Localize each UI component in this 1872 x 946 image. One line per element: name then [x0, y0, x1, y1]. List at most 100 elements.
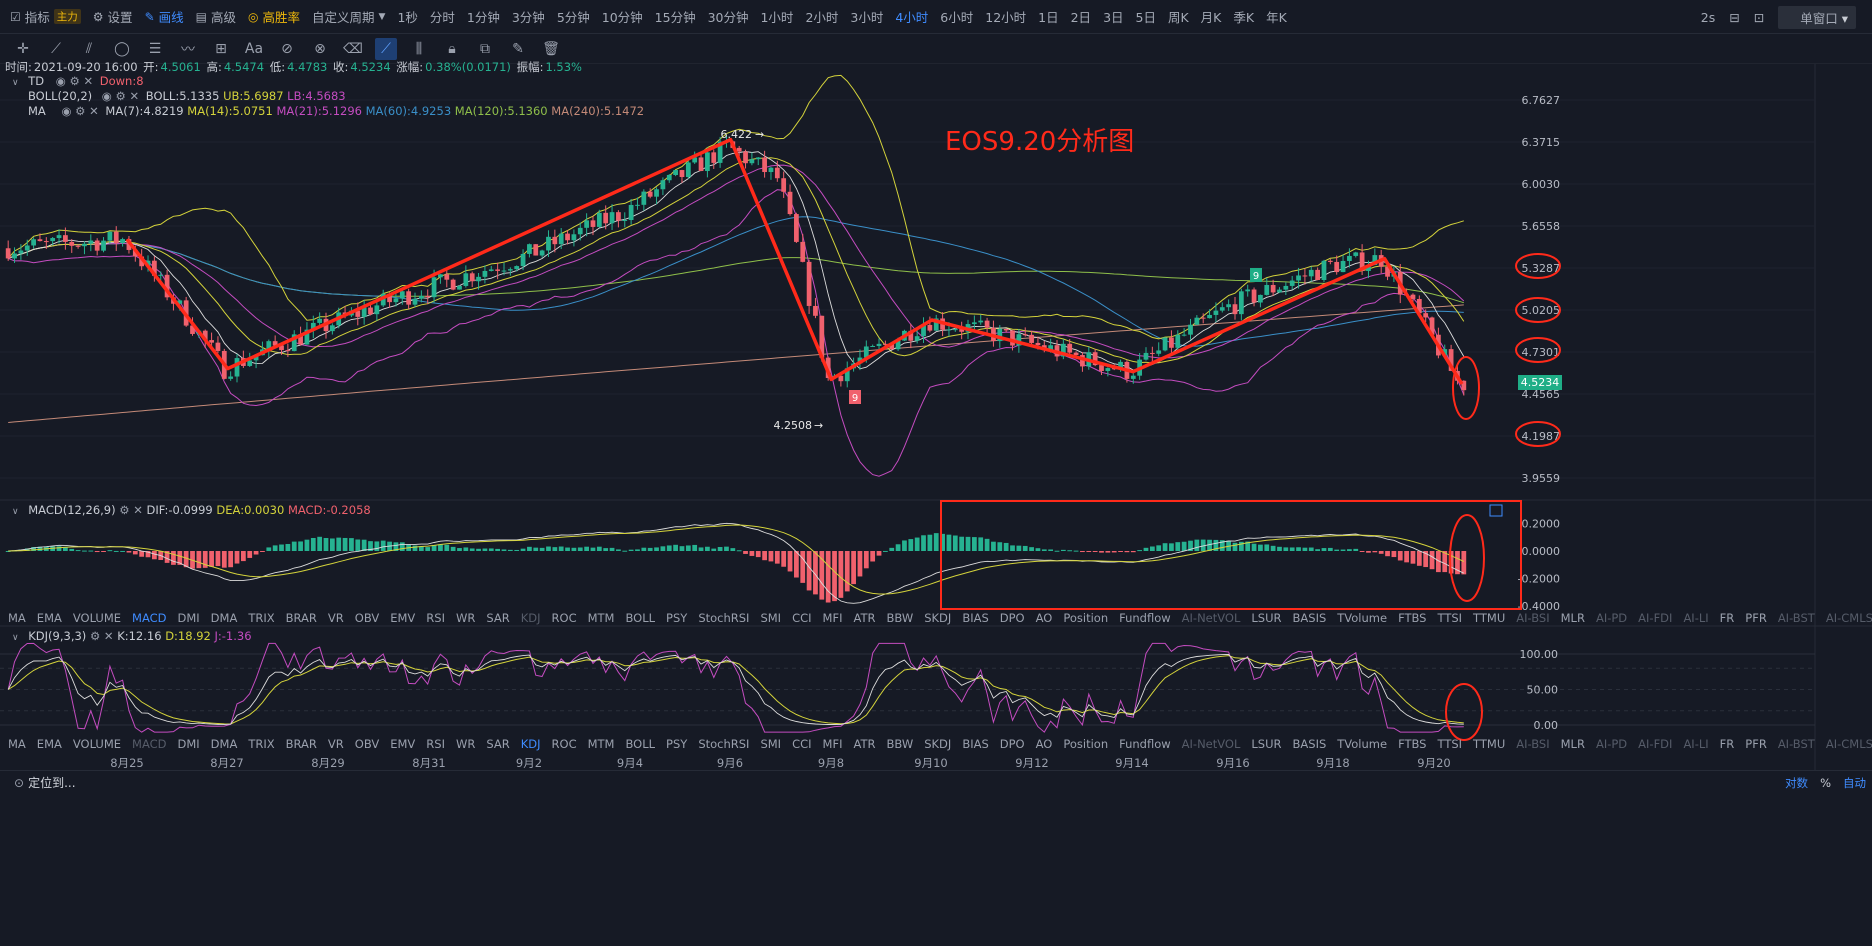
indicator-tab-skdj[interactable]: SKDJ [924, 611, 952, 625]
indicator-tab-skdj[interactable]: SKDJ [924, 737, 952, 751]
indicator-tab-sar[interactable]: SAR [486, 611, 510, 625]
draw-menu[interactable]: ✎ 画线 [144, 9, 184, 26]
expand-icon[interactable] [1489, 504, 1503, 517]
refresh-rate[interactable]: 2s [1700, 9, 1716, 25]
indicator-tab-fundflow[interactable]: Fundflow [1119, 737, 1171, 751]
indicator-tab-bbw[interactable]: BBW [886, 611, 914, 625]
period-0[interactable]: 1秒 [397, 10, 418, 25]
period-16[interactable]: 3日 [1103, 10, 1124, 25]
lock-drawing-icon[interactable]: ⊗ [314, 40, 326, 57]
period-18[interactable]: 周K [1167, 10, 1189, 25]
indicator-tab-ttmu[interactable]: TTMU [1473, 737, 1506, 751]
indicator-tab-dpo[interactable]: DPO [999, 737, 1025, 751]
indicator-tab-ai-pd[interactable]: AI-PD [1595, 737, 1628, 751]
indicator-tab-kdj[interactable]: KDJ [520, 737, 541, 751]
log-scale-toggle[interactable]: 对数 [1785, 776, 1809, 790]
indicator-tab-ai-netvol[interactable]: AI-NetVOL [1181, 611, 1241, 625]
period-9[interactable]: 2小时 [805, 10, 839, 25]
indicator-tab-ma[interactable]: MA [8, 611, 26, 625]
indicator-tab-macd[interactable]: MACD [132, 611, 167, 625]
period-21[interactable]: 年K [1266, 10, 1287, 25]
indicator-tab-cci[interactable]: CCI [792, 737, 812, 751]
wave-icon[interactable]: 〰 [181, 41, 195, 58]
indicator-tab-boll[interactable]: BOLL [625, 611, 656, 625]
draw-mode-icon[interactable]: ⟋ [375, 37, 397, 60]
indicator-tab-smi[interactable]: SMI [760, 611, 782, 625]
indicator-tab-ai-pd[interactable]: AI-PD [1595, 611, 1628, 625]
indicator-tab-pfr[interactable]: PFR [1745, 611, 1767, 625]
indicator-tab-basis[interactable]: BASIS [1292, 611, 1327, 625]
circle-icon[interactable]: ◯ [114, 40, 130, 57]
chevron-down-icon[interactable]: ∨ [12, 633, 19, 643]
gear-icon[interactable]: ⚙ [119, 503, 130, 517]
eraser-icon[interactable]: ⌫ [343, 40, 363, 57]
period-2[interactable]: 1分钟 [466, 10, 500, 25]
indicator-tab-ai-cmlsi[interactable]: AI-CMLSI [1825, 611, 1872, 625]
period-14[interactable]: 1日 [1038, 10, 1059, 25]
indicator-tab-ai-bsi[interactable]: AI-BSI [1516, 737, 1550, 751]
indicator-tab-ai-bsi[interactable]: AI-BSI [1516, 611, 1550, 625]
indicator-tab-cci[interactable]: CCI [792, 611, 812, 625]
settings-menu[interactable]: ⚙ 设置 [92, 9, 133, 26]
horizontal-lines-icon[interactable]: ☰ [148, 40, 162, 57]
period-13[interactable]: 12小时 [985, 10, 1027, 25]
indicator-tab-volume[interactable]: VOLUME [72, 737, 122, 751]
indicator-tab-ai-li[interactable]: AI-LI [1683, 737, 1709, 751]
indicator-tab-bbw[interactable]: BBW [886, 737, 914, 751]
indicator-tab-brar[interactable]: BRAR [285, 611, 317, 625]
indicator-tab-mtm[interactable]: MTM [587, 737, 615, 751]
window-icon[interactable]: ⊡ [1753, 9, 1765, 25]
indicator-tab-dma[interactable]: DMA [210, 611, 238, 625]
indicator-tab-basis[interactable]: BASIS [1292, 737, 1327, 751]
indicator-tab-dmi[interactable]: DMI [177, 611, 200, 625]
period-5[interactable]: 10分钟 [601, 10, 643, 25]
indicator-tab-obv[interactable]: OBV [354, 737, 380, 751]
indicator-tab-vr[interactable]: VR [327, 611, 344, 625]
indicator-tab-pfr[interactable]: PFR [1745, 737, 1767, 751]
lock-icon[interactable]: 🔒︎ [448, 40, 456, 57]
close-icon[interactable]: ✕ [89, 104, 99, 118]
indicator-tab-atr[interactable]: ATR [853, 611, 876, 625]
indicator-tab-dmi[interactable]: DMI [177, 737, 200, 751]
indicator-tab-wr[interactable]: WR [455, 611, 476, 625]
gear-icon[interactable]: ⚙ [69, 74, 80, 88]
indicator-tab-position[interactable]: Position [1063, 611, 1109, 625]
indicator-tab-vr[interactable]: VR [327, 737, 344, 751]
period-20[interactable]: 季K [1233, 10, 1255, 25]
edit-icon[interactable]: ✎ [512, 40, 524, 57]
indicator-tab-ai-fdi[interactable]: AI-FDI [1638, 737, 1673, 751]
period-1[interactable]: 分时 [429, 10, 455, 25]
indicator-tab-rsi[interactable]: RSI [426, 611, 445, 625]
indicator-tab-ema[interactable]: EMA [36, 737, 62, 751]
indicator-tab-tvolume[interactable]: TVolume [1337, 611, 1388, 625]
indicator-tab-tvolume[interactable]: TVolume [1337, 737, 1388, 751]
crosshair-icon[interactable]: ✛ [17, 40, 29, 57]
indicator-tab-smi[interactable]: SMI [760, 737, 782, 751]
indicator-tab-volume[interactable]: VOLUME [72, 611, 122, 625]
eye-icon[interactable]: ◉ [61, 104, 72, 118]
chevron-down-icon[interactable]: ∨ [12, 78, 19, 88]
trendline-icon[interactable]: ⟋ [51, 40, 61, 57]
close-icon[interactable]: ✕ [129, 89, 140, 103]
indicator-tab-atr[interactable]: ATR [853, 737, 876, 751]
period-7[interactable]: 30分钟 [707, 10, 749, 25]
advanced-menu[interactable]: ▤ 高级 [195, 9, 236, 26]
indicator-tab-ema[interactable]: EMA [36, 611, 62, 625]
indicator-tab-ttsi[interactable]: TTSI [1437, 611, 1463, 625]
period-6[interactable]: 15分钟 [654, 10, 696, 25]
indicator-tab-ai-li[interactable]: AI-LI [1683, 611, 1709, 625]
text-icon[interactable]: Aa [244, 40, 264, 57]
indicator-tab-bias[interactable]: BIAS [962, 737, 989, 751]
indicator-tab-macd[interactable]: MACD [132, 737, 167, 751]
indicator-tab-brar[interactable]: BRAR [285, 737, 317, 751]
trash-icon[interactable]: 🗑︎ [542, 40, 560, 57]
period-10[interactable]: 3小时 [850, 10, 884, 25]
winrate-menu[interactable]: ◎ 高胜率 [248, 9, 300, 26]
chevron-down-icon[interactable]: ∨ [12, 507, 19, 517]
candles-icon[interactable]: ⫼ [415, 40, 423, 57]
period-8[interactable]: 1小时 [760, 10, 794, 25]
indicator-tab-ai-netvol[interactable]: AI-NetVOL [1181, 737, 1241, 751]
indicator-tab-ttmu[interactable]: TTMU [1473, 611, 1506, 625]
indicator-tab-dma[interactable]: DMA [210, 737, 238, 751]
indicator-tab-ftbs[interactable]: FTBS [1398, 737, 1427, 751]
